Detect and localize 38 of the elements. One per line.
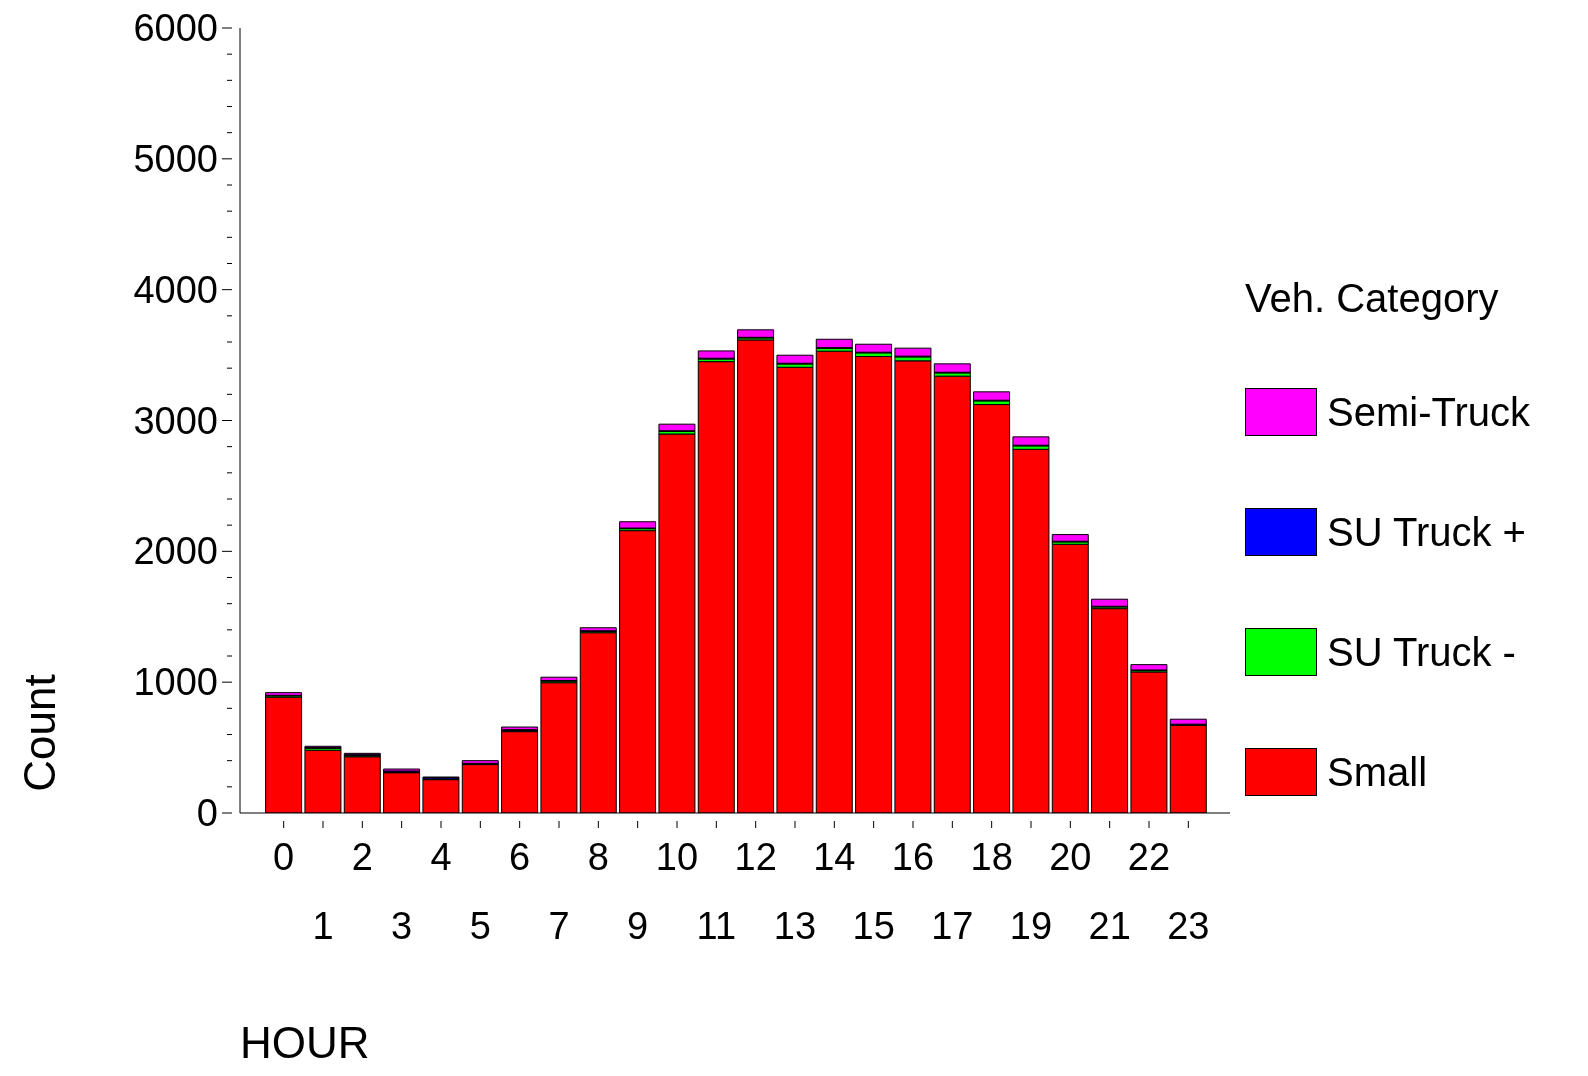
x-tick-label: 9 (627, 905, 649, 947)
x-tick-label: 4 (430, 836, 452, 878)
legend-label: SU Truck - (1327, 629, 1516, 675)
y-tick-label: 6000 (133, 7, 218, 49)
legend-label: SU Truck + (1327, 509, 1526, 555)
x-tick-label: 7 (548, 905, 570, 947)
y-axis-title: Count (15, 674, 65, 792)
legend-label: Semi-Truck (1327, 389, 1530, 435)
legend-title: Veh. Category (1245, 276, 1500, 322)
x-tick-label: 11 (696, 905, 737, 947)
y-tick-label: 1000 (133, 661, 218, 704)
x-tick-label: 12 (734, 836, 777, 878)
y-tick-label: 0 (196, 792, 218, 834)
x-tick-label: 16 (891, 836, 935, 878)
x-tick-label: 19 (1009, 905, 1053, 947)
y-tick-label: 2000 (133, 530, 218, 573)
x-tick-label: 5 (469, 905, 491, 947)
x-tick-label: 14 (813, 836, 856, 878)
x-tick-label: 17 (931, 905, 974, 947)
x-tick-label: 0 (273, 836, 295, 878)
x-tick-label: 21 (1088, 905, 1131, 947)
x-tick-label: 1 (312, 905, 334, 947)
x-tick-label: 10 (655, 836, 699, 878)
x-axis-title: HOUR (240, 1018, 370, 1068)
x-tick-label: 20 (1049, 836, 1092, 878)
x-tick-label: 23 (1167, 905, 1210, 947)
legend-label: Small (1327, 749, 1428, 795)
x-tick-label: 3 (391, 905, 413, 947)
x-tick-label: 8 (587, 836, 609, 878)
x-tick-label: 2 (351, 836, 373, 878)
x-tick-label: 13 (773, 905, 817, 947)
y-tick-label: 3000 (133, 399, 218, 442)
x-tick-label: 22 (1127, 836, 1171, 878)
y-tick-label: 4000 (133, 268, 218, 311)
x-tick-label: 15 (852, 905, 895, 947)
x-tick-label: 6 (509, 836, 531, 878)
x-tick-label: 18 (970, 836, 1013, 878)
y-tick-label: 5000 (133, 137, 218, 180)
